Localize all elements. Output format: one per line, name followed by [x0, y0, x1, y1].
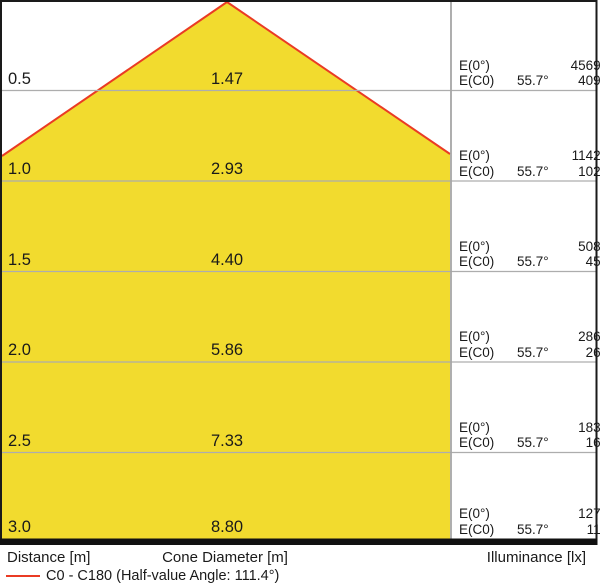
cone-diameter-label: 8.80 [210, 518, 244, 536]
distance-label: 2.0 [8, 341, 31, 359]
distance-label: 1.5 [8, 250, 31, 269]
ec0-value: 102 [578, 163, 600, 179]
distance-label: 3.0 [8, 518, 31, 536]
e0-label: E(0°) [459, 329, 490, 344]
illuminance-row: E(0°) 4569 E(C0) 55.7° 409 [459, 57, 600, 89]
e0-angle [517, 239, 549, 255]
cone-diameter-label: 4.40 [210, 250, 244, 269]
e0-angle [517, 329, 549, 345]
distance-axis-label: Distance [m] [7, 549, 91, 566]
distance-gridlines [2, 89, 596, 454]
e0-value: 1142 [571, 148, 600, 163]
e0-label: E(0°) [459, 148, 490, 163]
cone-diameter-label: 1.47 [210, 69, 244, 88]
e0-angle [517, 506, 549, 522]
half-angle-value: 55.7° [517, 344, 549, 360]
half-angle-value: 55.7° [517, 73, 549, 88]
ec0-value: 45 [585, 254, 600, 269]
legend: C0 - C180 (Half-value Angle: 111.4°) [6, 567, 279, 585]
cone-diameter-label: 2.93 [210, 160, 244, 178]
half-angle-value: 55.7° [517, 435, 549, 450]
ec0-label: E(C0) [459, 254, 495, 269]
e0-value: 286 [578, 329, 600, 344]
e0-label: E(0°) [459, 57, 490, 73]
half-angle-value: 55.7° [517, 254, 549, 269]
distance-label: 1.0 [8, 160, 31, 178]
half-angle-value: 55.7° [517, 163, 549, 179]
e0-label: E(0°) [459, 506, 490, 521]
cone-diameter-label: 5.86 [210, 341, 244, 359]
ec0-label: E(C0) [459, 435, 495, 450]
chart-bottom-border [0, 538, 598, 545]
illuminance-row: E(0°) 286 E(C0) 55.7° 26 [459, 329, 600, 360]
ec0-value: 11 [586, 521, 600, 537]
light-cone-fill [2, 2, 450, 539]
e0-angle [517, 148, 549, 164]
legend-label: C0 - C180 (Half-value Angle: 111.4°) [46, 568, 280, 584]
e0-value: 183 [578, 419, 600, 435]
ec0-value: 16 [585, 435, 600, 450]
e0-angle [517, 58, 549, 74]
illuminance-axis-label: Illuminance [lx] [486, 549, 586, 566]
e0-value: 4569 [570, 57, 600, 73]
ec0-value: 409 [578, 73, 600, 88]
e0-angle [517, 420, 549, 436]
legend-line-swatch [6, 575, 40, 577]
ec0-label: E(C0) [459, 73, 495, 88]
ec0-value: 26 [585, 344, 600, 360]
half-angle-value: 55.7° [517, 521, 549, 537]
distance-label: 2.5 [8, 431, 31, 450]
cone-diameter-label: 7.33 [210, 431, 244, 450]
e0-value: 127 [578, 506, 600, 521]
ec0-label: E(C0) [459, 344, 495, 360]
cone-edge-right-line [226, 1, 451, 155]
illuminance-row: E(0°) 1142 E(C0) 55.7° 102 [459, 148, 600, 179]
illuminance-row: E(0°) 183 E(C0) 55.7° 16 [459, 419, 600, 451]
e0-value: 508 [578, 238, 600, 254]
distance-label: 0.5 [8, 69, 31, 88]
illuminance-row: E(0°) 508 E(C0) 55.7° 45 [459, 238, 600, 270]
cone-chart-canvas [0, 0, 598, 545]
e0-label: E(0°) [459, 419, 490, 435]
ec0-label: E(C0) [459, 521, 495, 537]
e0-label: E(0°) [459, 238, 490, 254]
ec0-label: E(C0) [459, 163, 495, 179]
cone-diameter-axis-label: Cone Diameter [m] [162, 549, 288, 566]
cone-edge-left-line [1, 1, 228, 157]
illuminance-row: E(0°) 127 E(C0) 55.7° 11 [459, 506, 600, 537]
